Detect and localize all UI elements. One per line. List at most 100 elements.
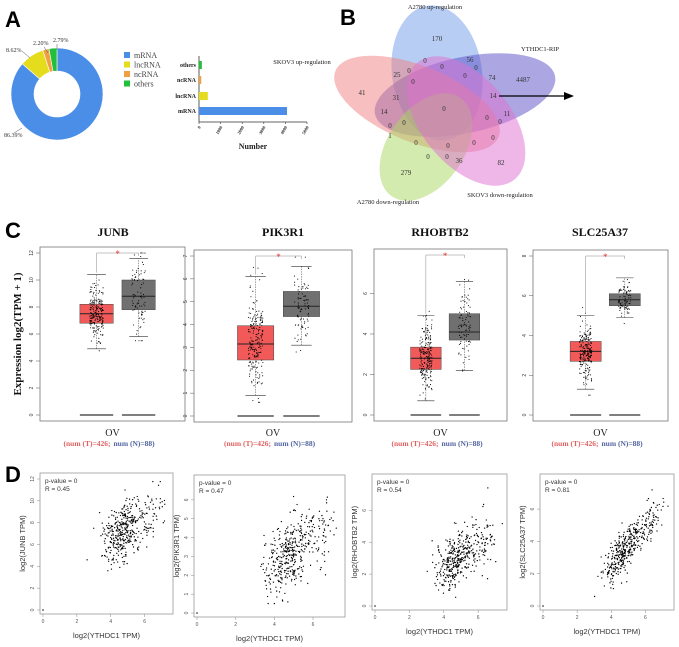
scatter-point: [292, 538, 294, 540]
scatter-point: [485, 538, 488, 541]
jitter-point: [256, 366, 258, 368]
jitter-point: [428, 358, 430, 360]
y-tick-label: 1: [183, 392, 189, 395]
jitter-point: [89, 321, 91, 323]
scatter-point: [444, 560, 446, 562]
jitter-point: [431, 363, 433, 365]
scatter-point: [110, 541, 112, 544]
jitter-point: [142, 311, 144, 314]
scatter-point: [270, 568, 272, 570]
scatter-point: [117, 533, 119, 535]
jitter-point: [460, 341, 462, 343]
y-axis-label: log2(SLC25A37 TPM): [518, 505, 527, 579]
scatter-point: [118, 512, 120, 514]
jitter-point: [431, 360, 433, 362]
scatter-point: [285, 583, 287, 585]
jitter-point: [419, 343, 421, 345]
scatter-point: [464, 555, 466, 558]
jitter-point: [297, 334, 299, 336]
scatter-point: [445, 549, 447, 551]
jitter-point: [135, 305, 137, 307]
scatter-point: [481, 542, 483, 545]
x-tick-label: 5000: [301, 124, 310, 135]
r-annotation: R = 0.45: [45, 486, 70, 493]
jitter-point: [306, 333, 308, 335]
scatter-point: [432, 554, 434, 556]
scatter-point: [449, 585, 451, 587]
jitter-point: [583, 354, 585, 356]
bar-category-label: mRNA: [178, 109, 197, 115]
jitter-point: [137, 291, 139, 293]
scatter-point: [451, 574, 453, 577]
jitter-point: [304, 303, 306, 305]
jitter-point: [261, 365, 263, 367]
scatter-point: [140, 532, 142, 535]
scatter-point: [304, 537, 306, 539]
jitter-point: [136, 330, 138, 332]
scatter-point: [131, 530, 134, 532]
jitter-point: [138, 279, 140, 281]
jitter-point: [419, 340, 421, 342]
scatter-point: [630, 542, 632, 544]
scatter-point: [611, 577, 614, 580]
scatter-point: [612, 581, 614, 583]
scatter-point: [112, 544, 114, 546]
scatter-point: [129, 516, 131, 519]
venn-region-count: 1: [388, 132, 392, 140]
jitter-point: [623, 292, 625, 294]
jitter-point: [619, 288, 622, 290]
scatter-point: [621, 554, 623, 556]
jitter-point: [421, 342, 423, 344]
scatter-point: [126, 497, 128, 499]
jitter-point: [588, 352, 590, 355]
jitter-point: [133, 295, 135, 297]
jitter-point: [468, 343, 470, 345]
scatter-point: [484, 554, 486, 557]
jitter-point: [586, 337, 588, 339]
scatter-point: [279, 560, 281, 562]
jitter-point: [250, 337, 252, 339]
scatter-point: [627, 538, 629, 540]
jitter-point: [133, 254, 135, 256]
jitter-point: [258, 330, 260, 332]
jitter-point: [295, 351, 297, 353]
bar-others: [199, 61, 202, 69]
scatter-point: [335, 527, 337, 529]
jitter-point: [300, 311, 302, 313]
scatter-point: [126, 540, 129, 542]
r-annotation: R = 0.54: [377, 487, 402, 494]
scatter-point: [630, 562, 632, 564]
jitter-point: [420, 361, 422, 363]
scatter-point: [633, 544, 635, 546]
scatter-point: [273, 565, 276, 567]
bar-category-label: ncRNA: [177, 78, 197, 84]
scatter-point: [123, 561, 126, 563]
jitter-point: [421, 328, 424, 330]
scatter-point: [450, 568, 453, 570]
scatter-point: [281, 567, 283, 570]
jitter-point: [131, 278, 133, 280]
scatter-point: [617, 568, 620, 570]
scatter-point: [454, 556, 456, 559]
scatter-point: [126, 531, 128, 533]
scatter-point: [125, 520, 128, 522]
venn-region-count: 82: [498, 159, 506, 167]
scatter-point: [299, 535, 301, 537]
scatter-point: [126, 532, 129, 534]
jitter-point: [260, 314, 262, 316]
scatter-point: [127, 539, 130, 541]
jitter-point: [300, 338, 302, 340]
scatter-point: [442, 583, 444, 586]
x-tick-label: 4: [610, 615, 613, 621]
venn-region-count: 4487: [516, 76, 531, 84]
scatter-point: [624, 569, 626, 571]
jitter-point: [307, 313, 309, 315]
scatter-point: [627, 528, 629, 530]
x-axis-label: OV: [266, 428, 281, 439]
jitter-point: [464, 300, 466, 302]
scatter-point: [86, 559, 88, 561]
scatter-point: [308, 551, 311, 553]
scatter-point: [119, 514, 122, 517]
jitter-point: [622, 304, 624, 306]
scatter-point: [281, 542, 283, 545]
